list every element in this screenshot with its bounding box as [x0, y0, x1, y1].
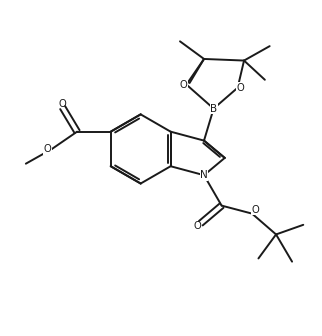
Text: O: O — [44, 144, 52, 154]
Text: O: O — [194, 221, 202, 232]
Text: O: O — [236, 83, 244, 93]
Text: O: O — [251, 205, 259, 215]
Text: B: B — [210, 103, 217, 114]
Text: N: N — [200, 170, 208, 180]
Text: O: O — [59, 99, 67, 110]
Text: O: O — [180, 80, 188, 90]
